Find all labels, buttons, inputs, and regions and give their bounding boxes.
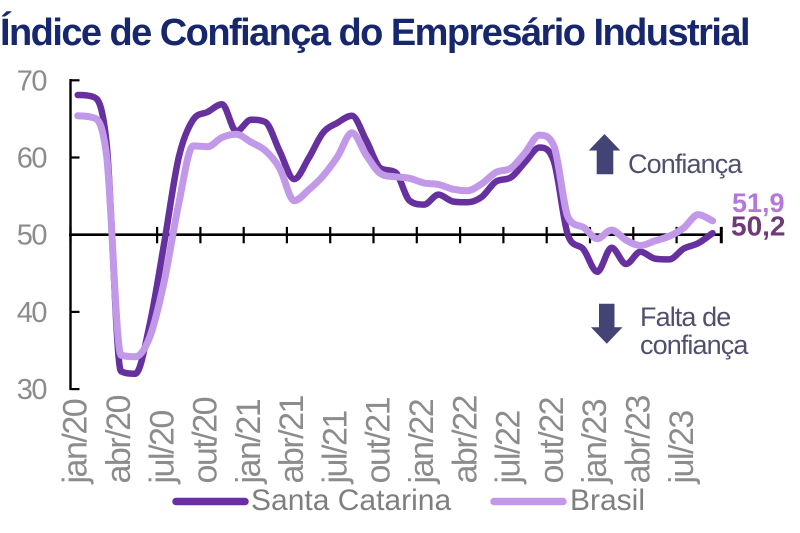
svg-text:30: 30	[17, 374, 47, 406]
svg-text:abr/21: abr/21	[273, 396, 311, 484]
svg-text:jul/22: jul/22	[490, 411, 528, 485]
svg-text:abr/22: abr/22	[446, 396, 484, 484]
svg-text:out/20: out/20	[187, 397, 225, 483]
svg-text:confiança: confiança	[640, 330, 749, 360]
svg-text:60: 60	[17, 143, 47, 175]
svg-text:Falta de: Falta de	[640, 302, 730, 332]
svg-text:jan/22: jan/22	[403, 399, 441, 484]
svg-text:70: 70	[17, 65, 47, 97]
svg-text:Santa Catarina: Santa Catarina	[251, 484, 451, 517]
svg-text:Brasil: Brasil	[570, 484, 645, 517]
svg-text:abr/20: abr/20	[100, 396, 138, 484]
svg-text:40: 40	[17, 297, 47, 329]
svg-text:jan/23: jan/23	[576, 399, 614, 484]
svg-text:50,2: 50,2	[731, 211, 786, 242]
svg-text:out/21: out/21	[360, 397, 398, 483]
svg-text:jan/21: jan/21	[230, 399, 268, 484]
svg-text:Confiança: Confiança	[628, 149, 743, 179]
svg-text:50: 50	[17, 220, 47, 252]
svg-text:jul/20: jul/20	[143, 411, 181, 485]
svg-text:jan/20: jan/20	[57, 399, 95, 484]
svg-text:51,9: 51,9	[732, 188, 785, 218]
svg-text:jul/21: jul/21	[316, 411, 354, 485]
svg-text:jul/23: jul/23	[663, 411, 701, 485]
svg-text:abr/23: abr/23	[620, 396, 658, 484]
svg-text:out/22: out/22	[533, 397, 571, 483]
